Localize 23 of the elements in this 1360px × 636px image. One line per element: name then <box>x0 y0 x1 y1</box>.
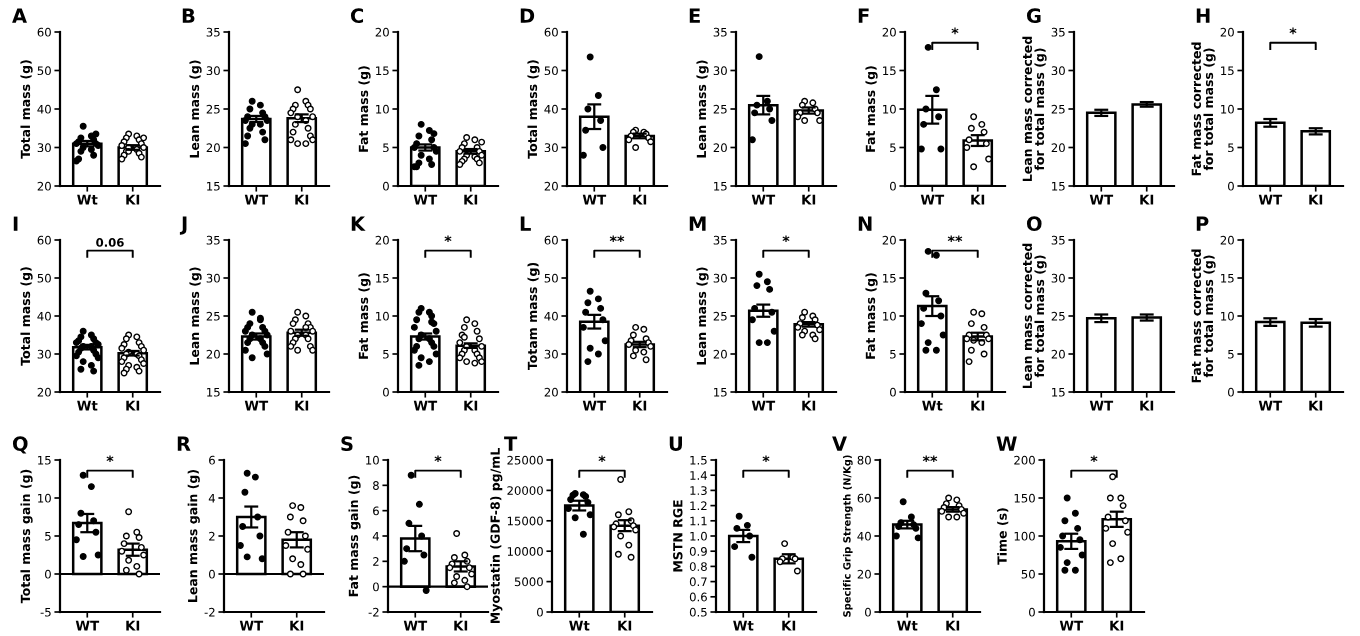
chart-title: V <box>832 436 847 451</box>
chart-title: R <box>177 436 191 451</box>
chart-title: K <box>351 216 366 231</box>
chart-title: E <box>689 8 700 23</box>
chart-title: J <box>179 216 187 235</box>
chart-title: U <box>669 436 682 452</box>
chart-title: A <box>12 8 27 23</box>
chart-title: G <box>1026 8 1041 24</box>
chart-title: S <box>341 436 353 452</box>
chart-title: B <box>182 8 195 23</box>
chart-title: L <box>520 216 531 231</box>
chart-title: N <box>858 216 872 231</box>
chart-title: O <box>1026 216 1042 232</box>
chart-title: T <box>504 436 518 451</box>
chart-title: H <box>1196 8 1210 23</box>
chart-title: D <box>520 8 535 23</box>
chart-title: F <box>858 8 869 23</box>
chart-title: I <box>13 216 18 231</box>
chart-title: P <box>1196 216 1209 231</box>
chart-title: W <box>996 436 1017 451</box>
chart-title: Q <box>12 436 28 454</box>
chart-title: C <box>350 8 364 24</box>
chart-title: M <box>689 216 706 231</box>
